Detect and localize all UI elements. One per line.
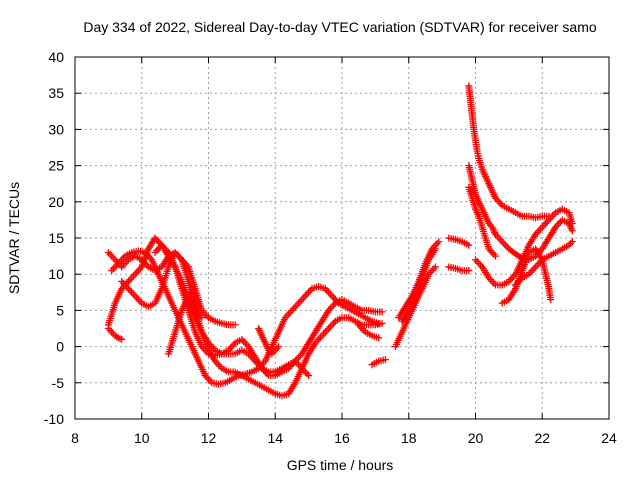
series-track-16 <box>465 82 553 222</box>
data-point <box>275 343 283 351</box>
data-point <box>568 227 576 235</box>
x-tick-label: 8 <box>71 430 79 446</box>
x-tick-label: 22 <box>534 430 550 446</box>
data-point <box>375 334 383 342</box>
series-track-9 <box>355 321 383 342</box>
data-point <box>465 267 473 275</box>
series-track-21 <box>512 238 576 289</box>
x-tick-label: 12 <box>201 430 217 446</box>
series-track-15 <box>445 263 473 275</box>
data-point <box>381 356 389 364</box>
x-tick-label: 14 <box>267 430 283 446</box>
y-tick-label: -5 <box>52 375 65 391</box>
y-tick-label: 10 <box>48 266 64 282</box>
data-points <box>104 82 576 400</box>
series-track-6 <box>164 288 206 358</box>
data-point <box>492 252 500 260</box>
y-axis-label: SDTVAR / TECUs <box>6 182 22 294</box>
series-track-13 <box>398 245 439 325</box>
plot-frame <box>74 56 610 420</box>
data-point <box>431 263 439 271</box>
series-track-19 <box>472 205 576 289</box>
data-point <box>114 334 122 342</box>
series-track-4 <box>118 248 386 400</box>
y-tick-label: 40 <box>48 49 64 65</box>
data-point <box>118 335 126 343</box>
y-tick-label: 20 <box>48 194 64 210</box>
data-point <box>465 241 473 249</box>
data-point <box>547 296 555 304</box>
series-track-10 <box>368 356 389 369</box>
series-track-11 <box>391 263 439 351</box>
y-tick-label: 25 <box>48 158 64 174</box>
y-tick-label: 0 <box>56 339 64 355</box>
series-track-7 <box>255 325 283 358</box>
chart-title: Day 334 of 2022, Sidereal Day-to-day VTE… <box>83 19 596 35</box>
y-tick-label: 30 <box>48 121 64 137</box>
data-point <box>378 308 386 316</box>
y-tick-label: 35 <box>48 85 64 101</box>
data-point <box>378 319 386 327</box>
data-point <box>435 238 443 246</box>
data-point <box>198 314 206 322</box>
series-track-5 <box>151 241 386 380</box>
series-track-8 <box>104 325 126 343</box>
y-tick-label: 5 <box>56 302 64 318</box>
x-tick-label: 24 <box>601 430 617 446</box>
y-tick-label: 15 <box>48 230 64 246</box>
y-tick-label: -10 <box>44 411 64 427</box>
x-tick-label: 16 <box>334 430 350 446</box>
data-point <box>305 372 313 380</box>
x-tick-label: 10 <box>134 430 150 446</box>
x-axis-label: GPS time / hours <box>287 457 394 473</box>
series-track-17 <box>465 162 576 264</box>
data-point <box>231 321 239 329</box>
data-point <box>568 238 576 246</box>
data-point <box>568 220 576 228</box>
x-tick-label: 18 <box>401 430 417 446</box>
series-track-14 <box>445 234 473 249</box>
series-track-18 <box>465 183 500 260</box>
axis-ticks: 8 10 12 14 16 18 20 22 24 -10 -5 0 5 10 15 20 25 30 35 40 <box>44 49 617 446</box>
data-point <box>431 245 439 253</box>
data-point <box>116 335 124 343</box>
x-tick-label: 20 <box>468 430 484 446</box>
